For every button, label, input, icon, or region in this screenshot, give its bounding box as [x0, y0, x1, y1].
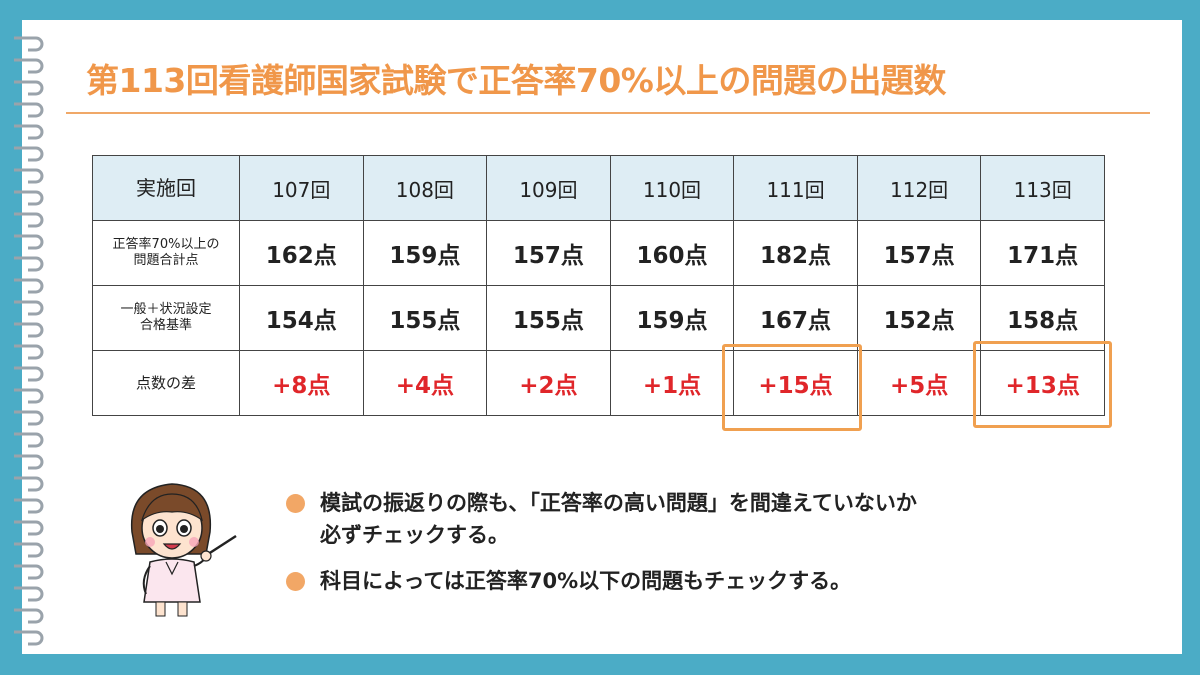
bullet-dot-icon — [286, 494, 305, 513]
table-cell: 171点 — [980, 220, 1105, 286]
highlight-box-111 — [722, 344, 862, 431]
title-divider — [66, 112, 1150, 114]
row-label-line: 点数の差 — [135, 374, 196, 392]
difference-cell: +8点 — [239, 350, 364, 416]
bullet-dot-icon — [286, 572, 305, 591]
difference-cell: +4点 — [362, 350, 488, 416]
bullet-text-line: 模試の振返りの際も、「正答率の高い問題」を間違えていないか — [320, 491, 917, 515]
table-row: 正答率70%以上の 問題合計点 162点 159点 157点 160点 182点… — [92, 220, 1105, 286]
exam-results-table: 実施回 107回 108回 109回 110回 111回 112回 113回 正… — [92, 155, 1105, 416]
list-item: 科目によっては正答率70%以下の問題もチェックする。 — [286, 565, 917, 597]
row-label-line: 合格基準 — [139, 318, 192, 333]
row-label-line: 一般＋状況設定 — [120, 302, 212, 317]
list-item: 模試の振返りの際も、「正答率の高い問題」を間違えていないか 必ずチェックする。 — [286, 487, 917, 551]
advice-list: 模試の振返りの際も、「正答率の高い問題」を間違えていないか 必ずチェックする。 … — [286, 487, 917, 611]
difference-cell: +2点 — [486, 350, 611, 416]
table-cell: 159点 — [609, 285, 735, 351]
header-cell: 107回 — [239, 155, 364, 221]
row-label-line: 正答率70%以上の — [112, 237, 220, 252]
header-cell: 109回 — [486, 155, 611, 221]
table-header-row: 実施回 107回 108回 109回 110回 111回 112回 113回 — [92, 155, 1105, 221]
header-cell: 実施回 — [92, 155, 240, 221]
header-cell: 110回 — [609, 155, 735, 221]
bullet-text-line: 必ずチェックする。 — [320, 523, 509, 547]
table-row: 点数の差 +8点 +4点 +2点 +1点 +15点 +5点 +13点 — [92, 350, 1105, 416]
table-cell: 155点 — [362, 285, 488, 351]
table-cell: 160点 — [609, 220, 735, 286]
row-label-line: 問題合計点 — [133, 253, 199, 268]
header-cell: 111回 — [733, 155, 858, 221]
table-row: 一般＋状況設定 合格基準 154点 155点 155点 159点 167点 15… — [92, 285, 1105, 351]
difference-cell: +13点 — [980, 350, 1105, 416]
table-cell: 167点 — [733, 285, 858, 351]
header-cell: 108回 — [362, 155, 488, 221]
page-title: 第113回看護師国家試験で正答率70%以上の問題の出題数 — [86, 61, 946, 100]
table-cell: 182点 — [733, 220, 858, 286]
table-cell: 159点 — [362, 220, 488, 286]
row-label: 一般＋状況設定 合格基準 — [92, 285, 240, 351]
table-cell: 152点 — [856, 285, 982, 351]
nurse-illustration — [130, 483, 237, 617]
table-cell: 157点 — [856, 220, 982, 286]
table-cell: 157点 — [486, 220, 611, 286]
highlight-box-113 — [973, 341, 1112, 428]
difference-cell: +15点 — [733, 350, 858, 416]
bullet-text-line: 科目によっては正答率70%以下の問題もチェックする。 — [320, 569, 852, 593]
header-cell: 113回 — [980, 155, 1105, 221]
spiral-binding-icon — [14, 36, 44, 646]
difference-cell: +5点 — [856, 350, 982, 416]
header-cell: 112回 — [856, 155, 982, 221]
table-cell: 154点 — [239, 285, 364, 351]
row-label: 点数の差 — [92, 350, 240, 416]
difference-cell: +1点 — [609, 350, 735, 416]
table-cell: 158点 — [980, 285, 1105, 351]
table-cell: 162点 — [239, 220, 364, 286]
row-label: 正答率70%以上の 問題合計点 — [92, 220, 240, 286]
table-cell: 155点 — [486, 285, 611, 351]
